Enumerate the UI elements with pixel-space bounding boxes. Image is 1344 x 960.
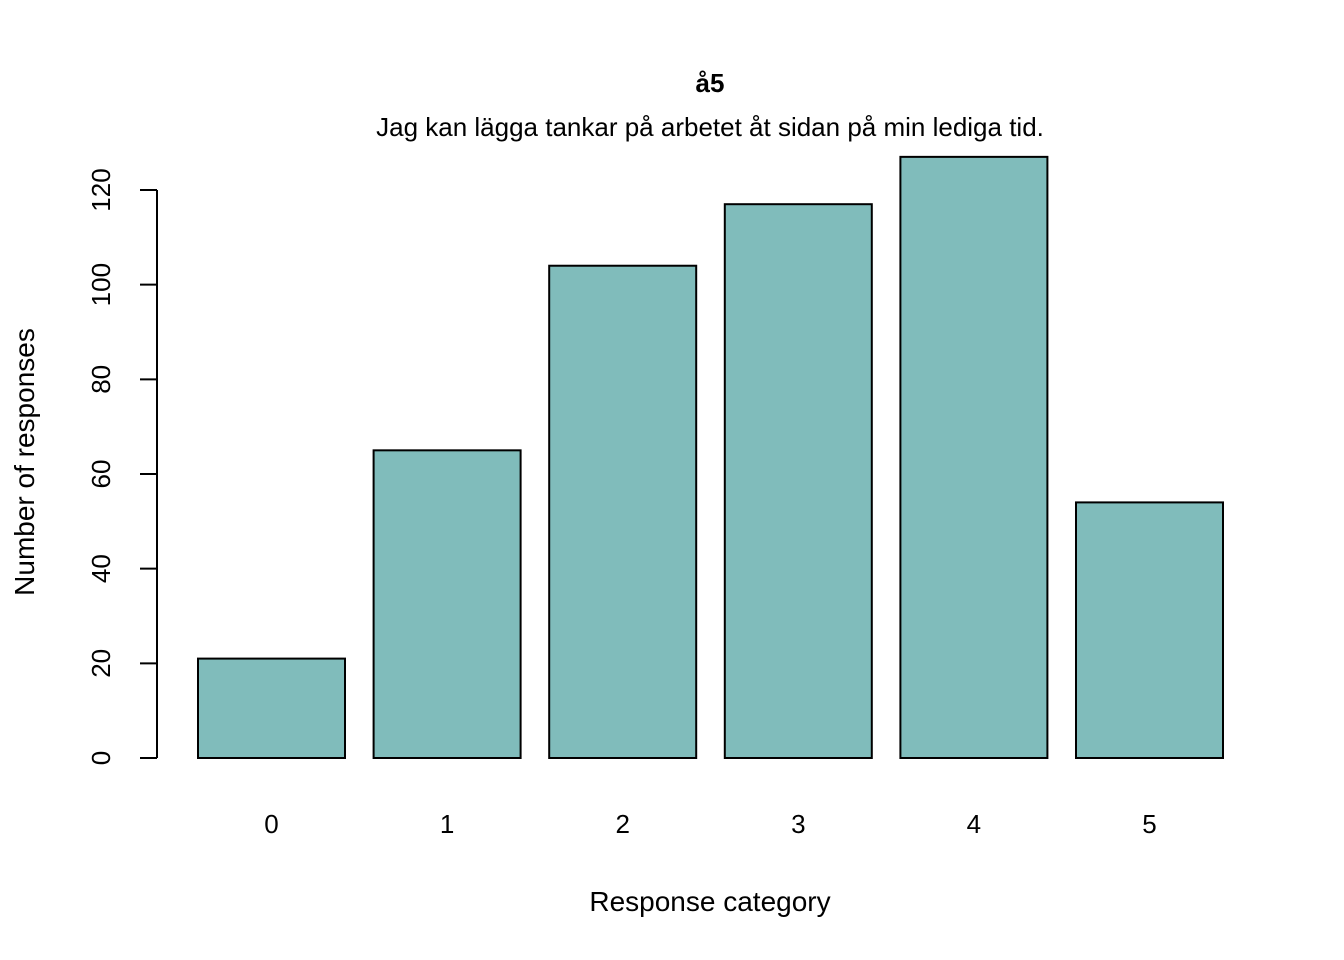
x-axis-title: Response category	[589, 886, 830, 917]
x-tick-label: 5	[1142, 809, 1156, 839]
y-tick-label: 60	[86, 460, 116, 489]
bar-4	[899, 155, 1049, 760]
x-tick-label: 1	[440, 809, 454, 839]
x-tick-label: 4	[967, 809, 981, 839]
x-tick-label: 3	[791, 809, 805, 839]
x-axis-labels: 0 1 2 3 4 5	[264, 809, 1156, 839]
x-tick-label: 2	[615, 809, 629, 839]
y-tick-label: 100	[86, 263, 116, 306]
y-tick-label: 0	[86, 751, 116, 765]
x-tick-label: 0	[264, 809, 278, 839]
y-axis-title: Number of responses	[9, 328, 40, 596]
y-tick-label: 20	[86, 649, 116, 678]
bar-5	[1075, 501, 1224, 759]
y-tick-label: 120	[86, 168, 116, 211]
bar-3	[723, 203, 873, 759]
y-axis: 0 20 40 60 80 100 120	[86, 168, 158, 765]
y-tick-label: 80	[86, 365, 116, 394]
bar-1	[372, 449, 522, 759]
bar-2	[548, 264, 698, 759]
chart-title: å5	[696, 68, 725, 98]
y-tick-label: 40	[86, 554, 116, 583]
bar-0	[197, 657, 346, 759]
bars-group	[197, 155, 1224, 760]
chart-subtitle: Jag kan lägga tankar på arbetet åt sidan…	[376, 112, 1044, 142]
